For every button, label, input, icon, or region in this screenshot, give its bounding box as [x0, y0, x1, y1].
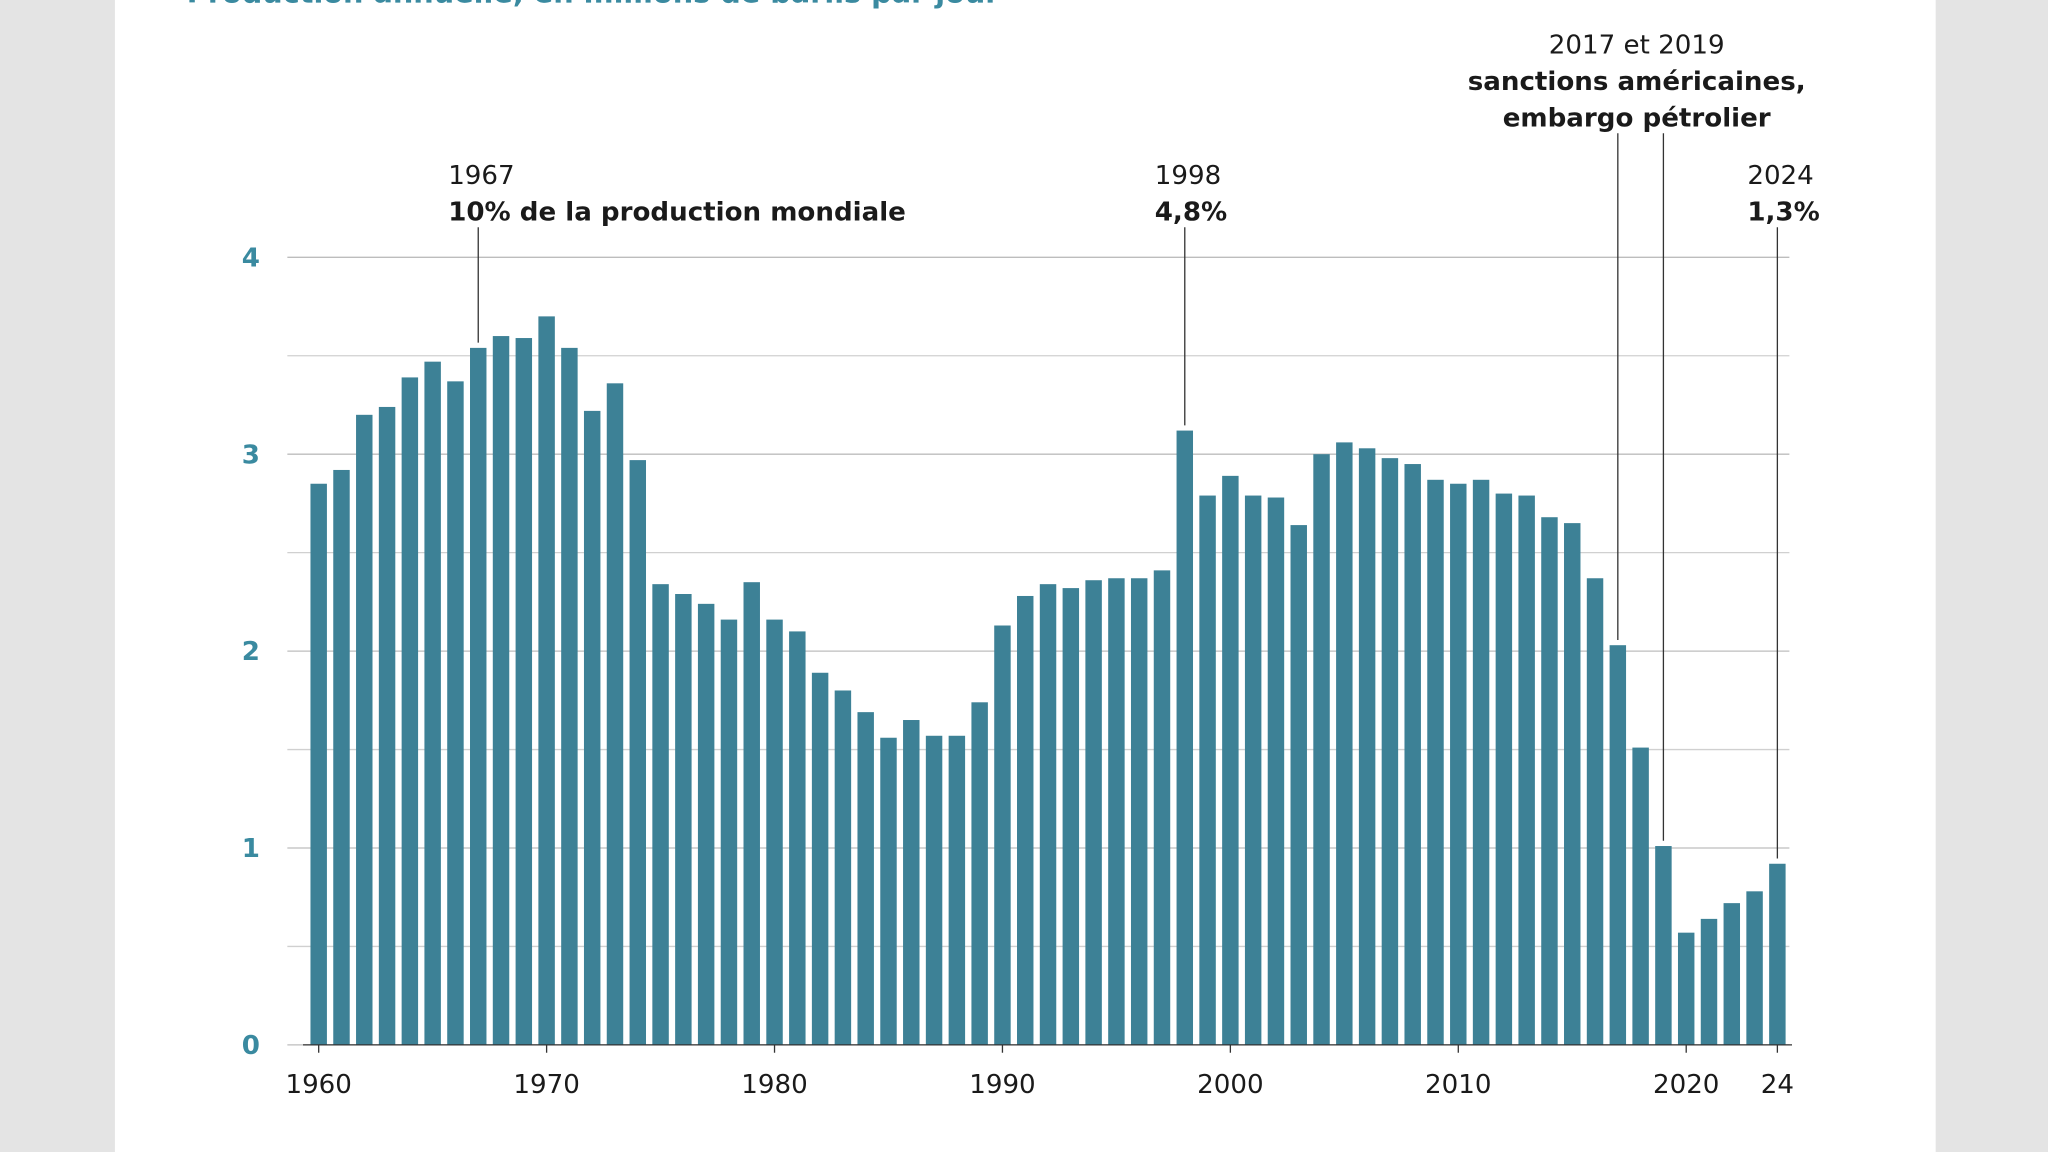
bar [1609, 645, 1627, 1045]
bar [1085, 580, 1102, 1045]
bar [1199, 495, 1216, 1045]
bar [1404, 464, 1421, 1045]
bar [1313, 454, 1330, 1045]
y-tick-label: 4 [242, 243, 260, 273]
bar [515, 338, 533, 1045]
bar [925, 735, 943, 1045]
x-tick-label: 2010 [1425, 1070, 1491, 1100]
chart-subtitle: Production annuelle, en millions de bari… [187, 0, 1001, 10]
bar [994, 625, 1011, 1045]
bar [538, 316, 555, 1045]
bar [1518, 495, 1535, 1045]
x-tick-label: 2000 [1197, 1070, 1263, 1100]
bar [1450, 483, 1467, 1045]
x-tick-label: 2020 [1653, 1070, 1719, 1100]
bar [310, 483, 327, 1045]
bar [447, 381, 464, 1045]
bar [1336, 442, 1353, 1045]
y-tick-label: 2 [242, 637, 260, 667]
annotation-text: 10% de la production mondiale [448, 198, 906, 228]
bar [1108, 578, 1125, 1045]
annotation-text: 2024 [1747, 161, 1813, 191]
x-tick-label: 1980 [741, 1070, 807, 1100]
bar [1677, 932, 1695, 1045]
bar [1290, 525, 1307, 1045]
x-tick-label: 1990 [969, 1070, 1035, 1100]
bar [1176, 430, 1194, 1045]
bar [1586, 578, 1604, 1045]
bar [356, 414, 373, 1045]
y-tick-label: 0 [242, 1031, 260, 1061]
y-tick-label: 3 [242, 440, 260, 470]
bar [1222, 475, 1239, 1045]
bar [903, 720, 920, 1045]
bar [333, 469, 350, 1045]
bar [948, 735, 966, 1045]
annotation-text: 2017 et 2019 [1549, 31, 1725, 61]
annotation-text: 1967 [448, 161, 514, 191]
bar [401, 377, 419, 1045]
y-tick-label: 1 [242, 834, 260, 864]
bar [1130, 578, 1148, 1045]
annotation-text: 4,8% [1155, 198, 1227, 228]
bar [1153, 570, 1171, 1045]
bar [561, 347, 578, 1045]
bar [1358, 448, 1376, 1045]
bar [857, 712, 874, 1045]
bar [652, 584, 669, 1045]
bar [1427, 479, 1444, 1045]
bar [1062, 588, 1080, 1045]
bar [1381, 458, 1399, 1045]
bar [834, 690, 852, 1045]
bar [720, 619, 738, 1045]
annotation-text: embargo pétrolier [1503, 104, 1771, 134]
bar [811, 672, 829, 1045]
bar [1700, 918, 1718, 1045]
bar [492, 336, 510, 1045]
x-tick-label: 1970 [513, 1070, 579, 1100]
bar [1632, 747, 1649, 1045]
annotation-text: 1,3% [1747, 198, 1819, 228]
bar [1564, 523, 1581, 1045]
bar [880, 737, 897, 1045]
bar [697, 603, 715, 1045]
bar [1746, 891, 1763, 1045]
annotation-text: sanctions américaines, [1468, 67, 1806, 97]
bar [743, 582, 760, 1045]
bar [1017, 595, 1034, 1045]
bar [675, 594, 692, 1045]
bar [1541, 517, 1558, 1045]
bar [378, 406, 396, 1045]
bar [583, 410, 601, 1045]
bar [1267, 497, 1285, 1045]
bar [606, 383, 624, 1045]
bar [470, 347, 487, 1045]
bar [789, 631, 806, 1045]
bar [1039, 584, 1057, 1045]
x-tick-label: 24 [1761, 1070, 1794, 1100]
bar [1655, 846, 1672, 1045]
bar [971, 702, 988, 1045]
bar [1244, 495, 1262, 1045]
x-tick-label: 1960 [285, 1070, 351, 1100]
bar [1723, 903, 1741, 1045]
bar [1495, 493, 1513, 1045]
bar [1472, 479, 1490, 1045]
bar [1769, 863, 1786, 1045]
bar [424, 361, 441, 1045]
bar [629, 460, 647, 1045]
annotation-text: 1998 [1155, 161, 1221, 191]
bar [766, 619, 783, 1045]
